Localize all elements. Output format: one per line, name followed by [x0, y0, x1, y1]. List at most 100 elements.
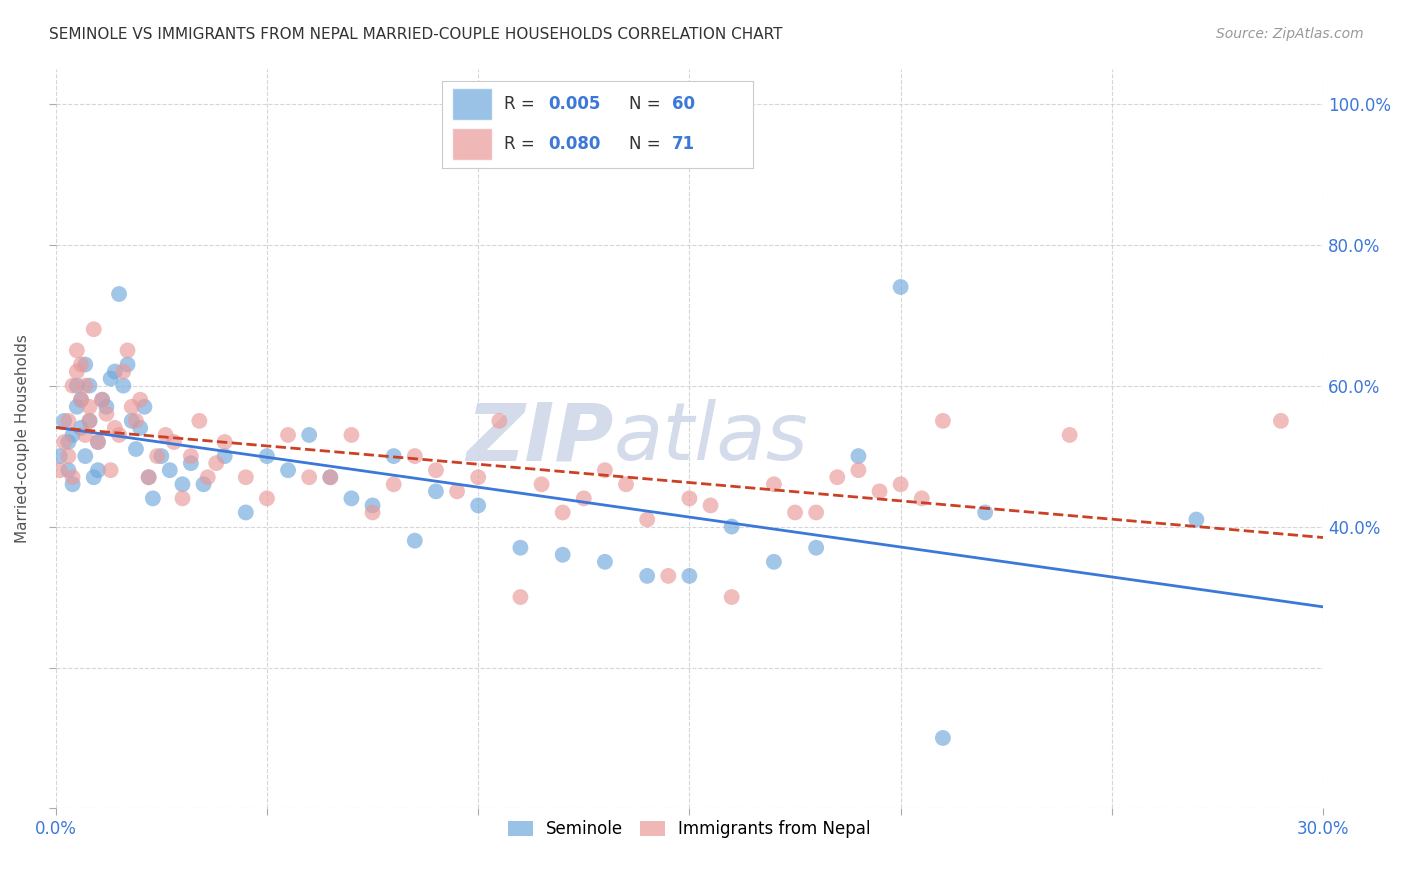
- Point: [138, 470, 160, 484]
- Point: [172, 477, 194, 491]
- Point: [117, 358, 139, 372]
- Point: [129, 421, 152, 435]
- Point: [104, 421, 127, 435]
- Point: [66, 343, 89, 358]
- Point: [235, 506, 257, 520]
- Point: [869, 484, 891, 499]
- Point: [636, 569, 658, 583]
- Point: [1185, 512, 1208, 526]
- Point: [180, 456, 202, 470]
- Point: [783, 506, 806, 520]
- Point: [678, 569, 700, 583]
- Point: [509, 590, 531, 604]
- Point: [159, 463, 181, 477]
- Point: [58, 463, 80, 477]
- Point: [75, 358, 97, 372]
- Point: [58, 435, 80, 450]
- Point: [446, 484, 468, 499]
- Point: [614, 477, 637, 491]
- Point: [155, 428, 177, 442]
- Point: [66, 378, 89, 392]
- Point: [91, 392, 114, 407]
- Point: [890, 280, 912, 294]
- Point: [848, 449, 870, 463]
- Point: [361, 499, 384, 513]
- Point: [150, 449, 173, 463]
- Point: [235, 470, 257, 484]
- Point: [256, 491, 278, 506]
- Point: [530, 477, 553, 491]
- Point: [509, 541, 531, 555]
- Point: [108, 428, 131, 442]
- Point: [848, 463, 870, 477]
- Point: [96, 400, 118, 414]
- Point: [932, 414, 955, 428]
- Point: [70, 392, 93, 407]
- Point: [657, 569, 679, 583]
- Point: [112, 378, 135, 392]
- Point: [340, 491, 363, 506]
- Point: [70, 392, 93, 407]
- Point: [79, 414, 101, 428]
- Point: [75, 449, 97, 463]
- Point: [720, 519, 742, 533]
- Point: [100, 371, 122, 385]
- Point: [138, 470, 160, 484]
- Point: [66, 400, 89, 414]
- Point: [100, 463, 122, 477]
- Point: [361, 506, 384, 520]
- Point: [205, 456, 228, 470]
- Text: SEMINOLE VS IMMIGRANTS FROM NEPAL MARRIED-COUPLE HOUSEHOLDS CORRELATION CHART: SEMINOLE VS IMMIGRANTS FROM NEPAL MARRIE…: [49, 27, 783, 42]
- Point: [911, 491, 934, 506]
- Point: [129, 392, 152, 407]
- Point: [382, 477, 405, 491]
- Point: [551, 548, 574, 562]
- Point: [66, 365, 89, 379]
- Point: [214, 449, 236, 463]
- Point: [121, 414, 143, 428]
- Point: [298, 428, 321, 442]
- Point: [890, 477, 912, 491]
- Point: [70, 421, 93, 435]
- Point: [277, 428, 299, 442]
- Point: [762, 555, 785, 569]
- Point: [340, 428, 363, 442]
- Point: [125, 414, 148, 428]
- Text: atlas: atlas: [613, 400, 808, 477]
- Point: [108, 287, 131, 301]
- Point: [49, 449, 72, 463]
- Point: [104, 365, 127, 379]
- Y-axis label: Married-couple Households: Married-couple Households: [15, 334, 30, 543]
- Point: [49, 463, 72, 477]
- Point: [932, 731, 955, 745]
- Point: [188, 414, 211, 428]
- Point: [1059, 428, 1081, 442]
- Point: [121, 400, 143, 414]
- Text: ZIP: ZIP: [465, 400, 613, 477]
- Point: [58, 414, 80, 428]
- Point: [62, 470, 84, 484]
- Point: [83, 322, 105, 336]
- Point: [79, 400, 101, 414]
- Point: [83, 470, 105, 484]
- Point: [70, 358, 93, 372]
- Point: [53, 435, 76, 450]
- Point: [79, 414, 101, 428]
- Point: [804, 506, 827, 520]
- Point: [593, 463, 616, 477]
- Point: [277, 463, 299, 477]
- Point: [87, 435, 110, 450]
- Point: [197, 470, 219, 484]
- Point: [58, 449, 80, 463]
- Point: [62, 428, 84, 442]
- Point: [382, 449, 405, 463]
- Point: [256, 449, 278, 463]
- Point: [319, 470, 342, 484]
- Point: [146, 449, 169, 463]
- Point: [636, 512, 658, 526]
- Point: [572, 491, 595, 506]
- Point: [214, 435, 236, 450]
- Point: [163, 435, 186, 450]
- Point: [593, 555, 616, 569]
- Point: [87, 435, 110, 450]
